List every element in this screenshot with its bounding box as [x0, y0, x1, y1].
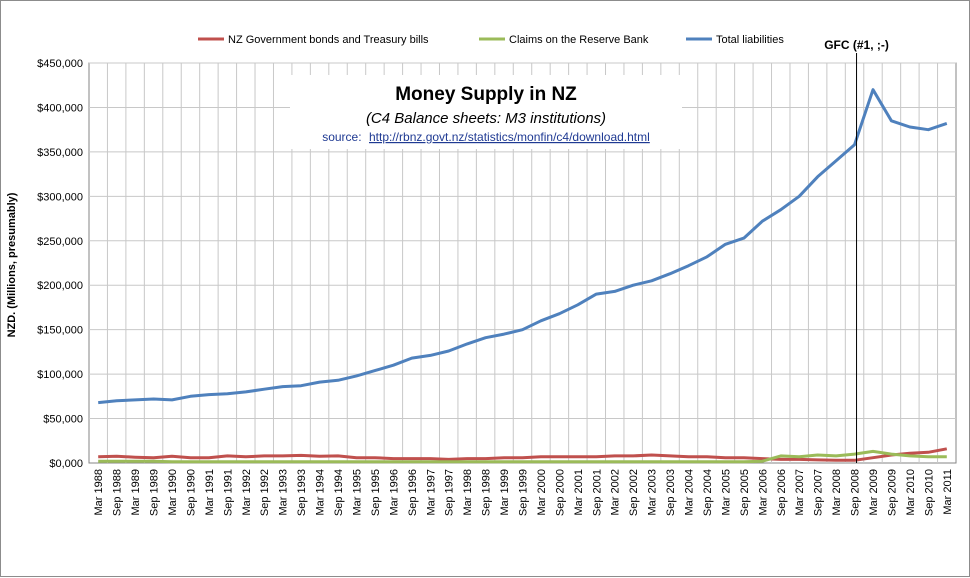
- x-tick-label: Sep 1992: [259, 469, 271, 516]
- x-tick-label: Sep 2004: [702, 469, 714, 516]
- x-tick-label: Sep 1993: [296, 469, 308, 516]
- series-line-2: [98, 88, 948, 405]
- x-tick-label: Sep 1997: [444, 469, 456, 516]
- legend: NZ Government bonds and Treasury bills C…: [198, 34, 784, 46]
- legend-label-series-2: Total liabilities: [716, 34, 784, 46]
- y-axis-label: NZD. (Millions, presumably): [6, 192, 18, 337]
- y-tick-label: $350,000: [37, 147, 83, 159]
- x-tick-label: Mar 1994: [315, 469, 327, 515]
- x-tick-label: Mar 1992: [241, 469, 253, 515]
- x-tick-label: Mar 2002: [610, 469, 622, 515]
- chart-title: Money Supply in NZ: [395, 84, 577, 105]
- y-tick-label: $150,000: [37, 325, 83, 337]
- legend-item-series-2: Total liabilities: [686, 34, 784, 46]
- x-tick-label: Sep 1989: [149, 469, 161, 516]
- x-tick-label: Mar 2007: [794, 469, 806, 515]
- source-link[interactable]: http://rbnz.govt.nz/statistics/monfin/c4…: [369, 130, 650, 144]
- x-tick-label: Mar 2003: [647, 469, 659, 515]
- source-label: source:: [322, 130, 361, 144]
- x-tick-label: Mar 2011: [942, 469, 954, 515]
- x-tick-label: Mar 1998: [462, 469, 474, 515]
- x-tick-label: Sep 2002: [628, 469, 640, 516]
- x-tick-label: Sep 2007: [813, 469, 825, 516]
- annotation-layer: GFC (#1, ;-): [824, 38, 889, 463]
- x-tick-label: Sep 2003: [665, 469, 677, 516]
- y-tick-label: $50,000: [43, 414, 83, 426]
- y-tick-label: $250,000: [37, 236, 83, 248]
- x-tick-label: Sep 1999: [518, 469, 530, 516]
- x-tick-label: Mar 2000: [536, 469, 548, 515]
- x-tick-label: Sep 2006: [776, 469, 788, 516]
- legend-item-series-0: NZ Government bonds and Treasury bills: [198, 34, 429, 46]
- x-tick-label: Mar 1995: [351, 469, 363, 515]
- y-tick-label: $400,000: [37, 102, 83, 114]
- legend-label-series-0: NZ Government bonds and Treasury bills: [228, 34, 429, 46]
- x-tick-label: Mar 1990: [167, 469, 179, 515]
- x-tick-label: Sep 2008: [850, 469, 862, 516]
- x-tick-label: Mar 1993: [278, 469, 290, 515]
- y-tick-label: $450,000: [37, 58, 83, 70]
- x-tick-label: Mar 1989: [130, 469, 142, 515]
- title-box-bg: [290, 75, 682, 149]
- x-tick-label: Sep 2005: [739, 469, 751, 516]
- x-tick-label: Sep 1988: [112, 469, 124, 516]
- x-tick-label: Mar 2006: [757, 469, 769, 515]
- x-tick-label: Mar 1997: [425, 469, 437, 515]
- series-line-0: [98, 447, 948, 462]
- x-tick-label: Sep 2009: [886, 469, 898, 516]
- gfc-annotation-label: GFC (#1, ;-): [824, 38, 889, 52]
- y-tick-label: $300,000: [37, 191, 83, 203]
- series-layer: [98, 88, 948, 464]
- y-axis-ticks: $0,000 $50,000 $100,000 $150,000 $200,000 $25…: [37, 58, 83, 470]
- chart-source: source: http://rbnz.govt.nz/statistics/m…: [322, 128, 650, 145]
- x-tick-label: Mar 1988: [93, 469, 105, 515]
- x-tick-label: Sep 2000: [554, 469, 566, 516]
- x-tick-label: Mar 1996: [388, 469, 400, 515]
- x-tick-label: Sep 2010: [923, 469, 935, 516]
- x-tick-label: Mar 2008: [831, 469, 843, 515]
- x-tick-label: Sep 1998: [481, 469, 493, 516]
- legend-item-series-1: Claims on the Reserve Bank: [479, 34, 649, 46]
- x-tick-label: Mar 1999: [499, 469, 511, 515]
- x-tick-label: Mar 2005: [720, 469, 732, 515]
- chart-subtitle: (C4 Balance sheets: M3 institutions): [366, 110, 606, 127]
- x-tick-label: Sep 1990: [185, 469, 197, 516]
- y-tick-label: $0,000: [49, 458, 83, 470]
- title-box: Money Supply in NZ (C4 Balance sheets: M…: [290, 75, 682, 149]
- x-tick-label: Mar 2009: [868, 469, 880, 515]
- x-tick-label: Mar 2001: [573, 469, 585, 515]
- gridlines: [89, 62, 956, 463]
- x-tick-label: Mar 2010: [905, 469, 917, 515]
- series-line-1: [98, 449, 947, 464]
- x-tick-label: Mar 2004: [684, 469, 696, 515]
- x-tick-label: Sep 1995: [370, 469, 382, 516]
- y-tick-label: $100,000: [37, 369, 83, 381]
- x-tick-label: Sep 1994: [333, 469, 345, 516]
- legend-label-series-1: Claims on the Reserve Bank: [509, 34, 649, 46]
- x-tick-label: Mar 1991: [204, 469, 216, 515]
- x-tick-label: Sep 1991: [222, 469, 234, 516]
- x-axis-ticks: Mar 1988 Sep 1988 Mar 1989 Sep 1989 Mar 1990…: [93, 469, 954, 516]
- y-tick-label: $200,000: [37, 280, 83, 292]
- x-tick-label: Sep 2001: [591, 469, 603, 516]
- x-tick-label: Sep 1996: [407, 469, 419, 516]
